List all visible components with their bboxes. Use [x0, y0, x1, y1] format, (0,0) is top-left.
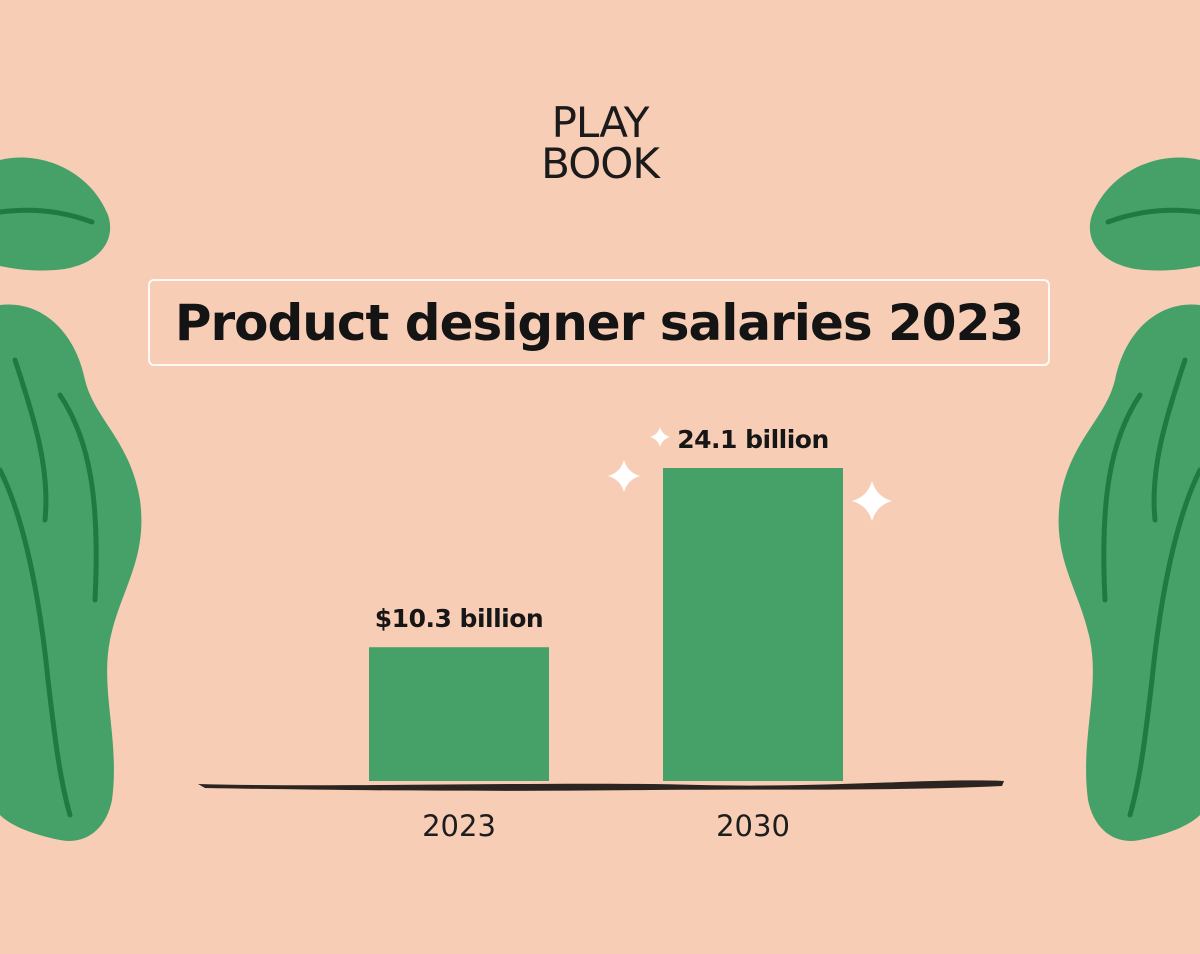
brand-logo-line-1: PLAY: [551, 98, 650, 147]
bar-2030: [663, 468, 843, 781]
leaf-decoration-right: [1058, 157, 1200, 841]
chart-title-box: Product designer salaries 2023: [148, 279, 1050, 366]
sparkle-icon-right: [852, 481, 892, 521]
leaf-top-right-vein: [1105, 207, 1200, 225]
leaf-mid-right-vein-1: [1151, 357, 1188, 523]
leaf-mid-left-vein-2: [57, 392, 99, 603]
value-label-2023: $10.3 billion: [375, 604, 543, 633]
leaf-mid-right: [1058, 304, 1200, 841]
leaf-mid-left-vein-1: [12, 357, 49, 523]
leaf-top-left-vein: [0, 207, 95, 225]
leaf-decoration-left: [0, 157, 142, 841]
x-tick-label-2030: 2030: [716, 809, 790, 843]
leaf-mid-left-vein-3: [0, 467, 73, 818]
sparkle-icon-small: [650, 427, 670, 447]
x-axis-baseline: [198, 780, 1004, 791]
brand-logo-line-2: BOOK: [541, 139, 660, 188]
chart-title: Product designer salaries 2023: [174, 293, 1024, 352]
x-tick-label-2023: 2023: [422, 809, 496, 843]
leaf-mid-left: [0, 304, 142, 841]
bar-2023: [369, 647, 549, 781]
value-label-2030: 24.1 billion: [677, 425, 829, 454]
leaf-mid-right-vein-3: [1127, 467, 1200, 818]
leaf-mid-right-vein-2: [1101, 392, 1143, 603]
sparkle-icon-left: [608, 460, 640, 492]
